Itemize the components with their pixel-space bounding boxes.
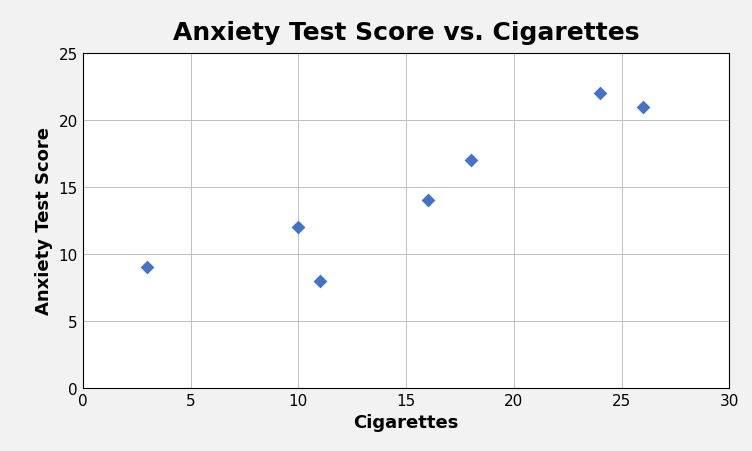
Y-axis label: Anxiety Test Score: Anxiety Test Score	[35, 127, 53, 315]
Point	[465, 157, 477, 165]
Point	[293, 224, 305, 231]
Point	[422, 198, 434, 205]
Point	[594, 91, 606, 98]
X-axis label: Cigarettes: Cigarettes	[353, 413, 459, 431]
Point	[141, 264, 153, 272]
Title: Anxiety Test Score vs. Cigarettes: Anxiety Test Score vs. Cigarettes	[173, 21, 639, 45]
Point	[314, 277, 326, 285]
Point	[637, 104, 649, 111]
